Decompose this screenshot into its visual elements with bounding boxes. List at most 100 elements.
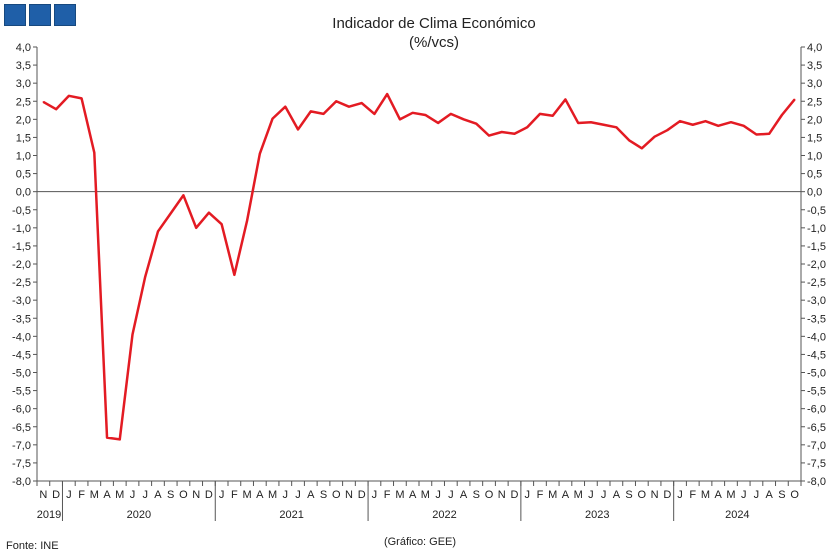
x-tick-label: J (601, 489, 607, 501)
x-tick-label: J (295, 489, 301, 501)
data-point (233, 274, 236, 276)
x-tick-label: M (90, 489, 99, 501)
x-tick-label: A (307, 489, 315, 501)
y-tick-label-right: 1,0 (807, 151, 822, 163)
x-tick-label: D (358, 489, 366, 501)
y-tick-label-left: 0,0 (16, 187, 31, 199)
y-tick-label-left: -2,5 (12, 277, 31, 289)
data-point (195, 227, 197, 229)
y-tick-label-right: -5,5 (807, 386, 826, 398)
x-tick-label: M (726, 489, 735, 501)
data-point (208, 211, 210, 214)
year-label: 2023 (585, 509, 609, 521)
x-tick-label: M (701, 489, 710, 501)
data-point (462, 118, 465, 121)
data-point (386, 93, 388, 95)
x-tick-label: O (332, 489, 341, 501)
data-point (500, 131, 503, 133)
x-tick-label: M (548, 489, 557, 501)
y-tick-label-right: -5,0 (807, 368, 826, 380)
data-point (373, 113, 376, 115)
data-point (768, 133, 770, 135)
data-point (322, 113, 325, 115)
y-tick-label-right: -1,5 (807, 241, 826, 253)
x-tick-label: D (511, 489, 519, 501)
y-tick-label-left: -0,5 (12, 205, 31, 217)
logo (4, 4, 76, 26)
axes: 4,0 4,0 3,5 3,5 3,0 3,0 2,5 2,5 2,0 2,0 1,5 1,5 1,0 1… (12, 42, 826, 521)
x-tick-label: F (231, 489, 238, 501)
x-tick-label: F (689, 489, 696, 501)
data-point (602, 123, 605, 126)
data-point (131, 333, 134, 336)
data-point (755, 133, 758, 136)
y-tick-label-right: -6,5 (807, 422, 826, 434)
x-tick-label: A (460, 489, 468, 501)
y-tick-label-left: -5,0 (12, 368, 31, 380)
data-point (182, 194, 185, 197)
data-point (335, 100, 338, 103)
y-tick-label-left: 1,5 (16, 132, 31, 144)
x-tick-label: J (588, 489, 594, 501)
x-tick-label: A (256, 489, 264, 501)
data-point (348, 105, 350, 108)
data-point (564, 98, 567, 101)
y-tick-label-right: 4,0 (807, 42, 822, 54)
data-point (309, 110, 312, 113)
y-tick-label-left: -3,5 (12, 313, 31, 325)
y-tick-label-left: -7,5 (12, 458, 31, 470)
x-tick-label: F (537, 489, 544, 501)
x-tick-label: O (485, 489, 494, 501)
x-tick-label: N (192, 489, 200, 501)
data-point (437, 122, 439, 124)
y-tick-label-left: -6,0 (12, 404, 31, 416)
data-point (118, 438, 121, 441)
chart-title: Indicador de Clima Económico (332, 15, 535, 32)
data-point (450, 113, 452, 115)
x-tick-label: M (574, 489, 583, 501)
data-point (488, 134, 490, 137)
data-point (271, 117, 274, 120)
year-label: 2021 (279, 509, 303, 521)
y-tick-label-right: -7,5 (807, 458, 826, 470)
y-tick-label-right: -3,0 (807, 295, 826, 307)
x-tick-label: D (205, 489, 213, 501)
credit-note: (Gráfico: GEE) (384, 536, 456, 548)
y-tick-label-left: -5,5 (12, 386, 31, 398)
x-tick-label: N (39, 489, 47, 501)
plot-area (42, 92, 796, 441)
x-tick-label: A (154, 489, 162, 501)
logo-square (54, 4, 76, 26)
data-point (615, 126, 618, 129)
y-tick-label-left: 3,5 (16, 60, 31, 72)
y-tick-label-left: -4,5 (12, 349, 31, 361)
x-tick-label: J (754, 489, 760, 501)
data-point (93, 151, 96, 154)
series-line (42, 92, 796, 441)
x-tick-label: S (778, 489, 785, 501)
y-tick-label-left: -1,0 (12, 223, 31, 235)
x-tick-label: D (52, 489, 60, 501)
y-tick-label-left: 2,5 (16, 96, 31, 108)
x-tick-label: O (790, 489, 799, 501)
data-point (641, 147, 643, 150)
y-tick-label-left: 3,0 (16, 78, 31, 90)
x-tick-label: J (448, 489, 454, 501)
y-tick-label-right: -4,5 (807, 349, 826, 361)
y-tick-label-right: 2,0 (807, 114, 822, 126)
data-point (717, 125, 720, 127)
year-label: 2020 (127, 509, 151, 521)
x-tick-label: A (715, 489, 723, 501)
data-point (259, 152, 261, 155)
data-point (513, 133, 516, 135)
data-point (42, 101, 45, 103)
data-point (424, 114, 427, 116)
x-tick-label: O (638, 489, 647, 501)
data-point (360, 102, 363, 104)
y-tick-label-left: -2,0 (12, 259, 31, 271)
y-tick-label-left: 4,0 (16, 42, 31, 54)
x-tick-label: F (78, 489, 85, 501)
year-label: 2024 (725, 509, 749, 521)
y-tick-label-right: 3,0 (807, 78, 822, 90)
x-tick-label: J (435, 489, 441, 501)
